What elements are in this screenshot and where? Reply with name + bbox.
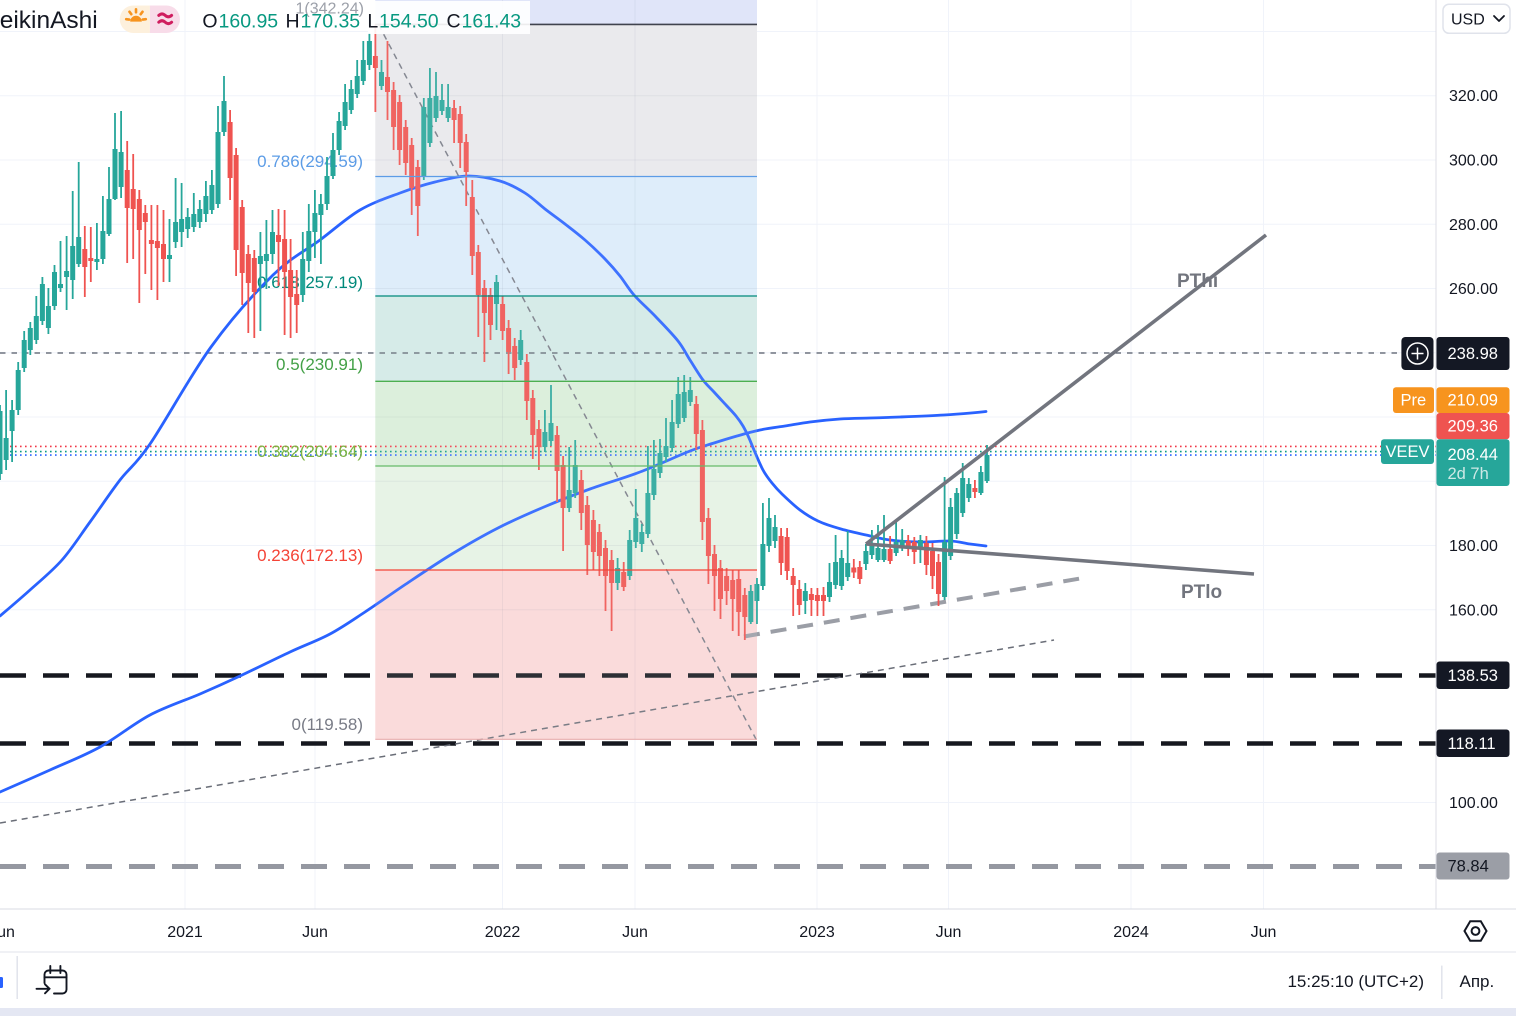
svg-text:0.236(172.13): 0.236(172.13) — [257, 546, 363, 565]
svg-text:PThi: PThi — [1177, 271, 1218, 292]
svg-text:C: C — [447, 11, 461, 33]
svg-text:1(342.24): 1(342.24) — [296, 1, 365, 18]
svg-text:209.36: 209.36 — [1448, 418, 1498, 436]
svg-text:Jun: Jun — [936, 924, 962, 941]
svg-text:138.53: 138.53 — [1448, 667, 1498, 685]
svg-text:O: O — [202, 11, 217, 33]
svg-text:320.00: 320.00 — [1449, 88, 1498, 105]
svg-text:Jun: Jun — [622, 924, 648, 941]
svg-text:H: H — [286, 11, 300, 33]
svg-text:170.35: 170.35 — [301, 11, 361, 33]
svg-text:Pre: Pre — [1401, 392, 1427, 410]
svg-text:2d 7h: 2d 7h — [1448, 465, 1489, 483]
svg-text:280.00: 280.00 — [1449, 217, 1498, 234]
svg-text:2022: 2022 — [485, 924, 521, 941]
svg-text:160.00: 160.00 — [1449, 602, 1498, 619]
svg-text:Jun: Jun — [0, 924, 15, 941]
svg-text:15:25:10 (UTC+2): 15:25:10 (UTC+2) — [1287, 972, 1424, 991]
svg-text:154.50: 154.50 — [379, 11, 439, 33]
svg-text:0.786(294.59): 0.786(294.59) — [257, 152, 363, 171]
svg-text:208.44: 208.44 — [1448, 446, 1498, 464]
svg-text:2023: 2023 — [799, 924, 835, 941]
svg-text:0.618(257.19): 0.618(257.19) — [257, 273, 363, 292]
svg-text:78.84: 78.84 — [1448, 858, 1489, 876]
svg-text:260.00: 260.00 — [1449, 281, 1498, 298]
svg-text:2024: 2024 — [1113, 924, 1149, 941]
svg-text:HeikinAshi: HeikinAshi — [0, 7, 98, 34]
svg-text:161.43: 161.43 — [462, 11, 522, 33]
svg-text:VEEV: VEEV — [1386, 443, 1430, 461]
svg-text:L: L — [367, 11, 378, 33]
svg-text:2021: 2021 — [167, 924, 203, 941]
svg-text:Jun: Jun — [302, 924, 328, 941]
svg-text:300.00: 300.00 — [1449, 153, 1498, 170]
svg-text:238.98: 238.98 — [1448, 345, 1498, 363]
svg-text:0.382(204.64): 0.382(204.64) — [257, 442, 363, 461]
svg-text:118.11: 118.11 — [1448, 735, 1496, 753]
svg-text:210.09: 210.09 — [1448, 392, 1498, 410]
svg-text:100.00: 100.00 — [1449, 795, 1498, 812]
svg-text:PTlo: PTlo — [1181, 582, 1222, 603]
svg-text:USD: USD — [1451, 12, 1485, 29]
svg-text:Jun: Jun — [1251, 924, 1277, 941]
svg-text:Апр.: Апр. — [1460, 972, 1495, 991]
svg-text:0(119.58): 0(119.58) — [291, 715, 363, 734]
svg-text:160.95: 160.95 — [219, 11, 279, 33]
svg-text:180.00: 180.00 — [1449, 538, 1498, 555]
svg-text:0.5(230.91): 0.5(230.91) — [276, 355, 363, 374]
